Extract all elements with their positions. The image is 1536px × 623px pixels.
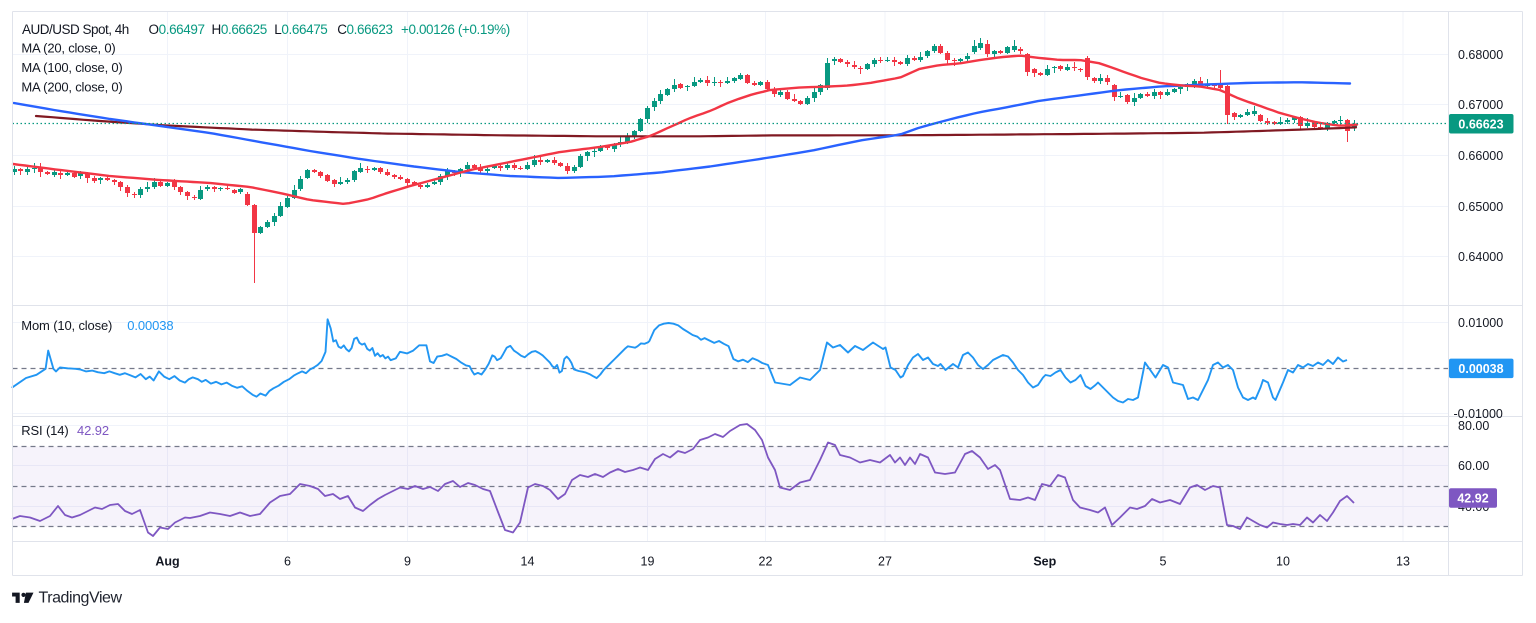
svg-text:19: 19 — [641, 555, 655, 569]
svg-text:9: 9 — [404, 555, 411, 569]
svg-text:L0.66475: L0.66475 — [274, 22, 327, 37]
svg-text:80.00: 80.00 — [1458, 419, 1489, 433]
svg-text:Mom (10, close): Mom (10, close) — [21, 318, 112, 333]
svg-text:MA (200, close, 0): MA (200, close, 0) — [21, 80, 122, 95]
svg-text:RSI (14): RSI (14) — [21, 423, 68, 438]
svg-text:27: 27 — [878, 555, 892, 569]
svg-text:0.66623: 0.66623 — [1458, 117, 1503, 131]
svg-text:5: 5 — [1160, 555, 1167, 569]
svg-text:-0.01000: -0.01000 — [1454, 407, 1503, 421]
svg-text:O0.66497: O0.66497 — [149, 22, 205, 37]
svg-text:6: 6 — [284, 555, 291, 569]
svg-text:60.00: 60.00 — [1458, 459, 1489, 473]
svg-text:0.67000: 0.67000 — [1458, 98, 1503, 112]
svg-text:0.00038: 0.00038 — [127, 318, 173, 333]
svg-text:42.92: 42.92 — [1457, 492, 1488, 506]
svg-text:H0.66625: H0.66625 — [212, 22, 267, 37]
svg-text:0.01000: 0.01000 — [1458, 316, 1503, 330]
svg-text:0.64000: 0.64000 — [1458, 250, 1503, 264]
svg-text:0.00038: 0.00038 — [1458, 362, 1503, 376]
svg-text:TradingView: TradingView — [39, 590, 123, 607]
svg-text:42.92: 42.92 — [77, 423, 109, 438]
svg-text:C0.66623: C0.66623 — [337, 22, 392, 37]
svg-text:0.66000: 0.66000 — [1458, 149, 1503, 163]
svg-text:AUD/USD Spot, 4h: AUD/USD Spot, 4h — [22, 22, 129, 37]
svg-text:22: 22 — [759, 555, 773, 569]
svg-text:0.65000: 0.65000 — [1458, 200, 1503, 214]
svg-text:Aug: Aug — [155, 555, 179, 569]
svg-text:MA (20, close, 0): MA (20, close, 0) — [21, 41, 115, 56]
svg-text:MA (100, close, 0): MA (100, close, 0) — [21, 60, 122, 75]
svg-text:Sep: Sep — [1033, 555, 1056, 569]
svg-text:0.68000: 0.68000 — [1458, 48, 1503, 62]
svg-text:+0.00126 (+0.19%): +0.00126 (+0.19%) — [401, 22, 510, 37]
svg-text:10: 10 — [1276, 555, 1290, 569]
svg-text:14: 14 — [521, 555, 535, 569]
svg-text:13: 13 — [1396, 555, 1410, 569]
